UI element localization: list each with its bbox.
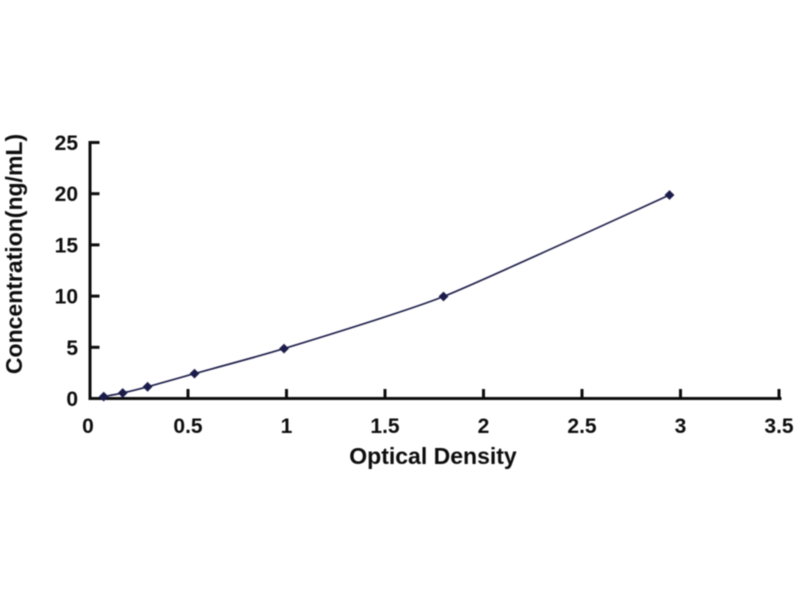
svg-text:Optical Density: Optical Density xyxy=(349,443,517,469)
svg-text:2: 2 xyxy=(478,415,490,438)
svg-text:1.5: 1.5 xyxy=(370,415,400,438)
svg-text:0: 0 xyxy=(66,388,78,411)
svg-text:3.5: 3.5 xyxy=(764,415,794,438)
svg-text:5: 5 xyxy=(66,337,78,360)
svg-text:0: 0 xyxy=(82,415,94,438)
svg-text:2.5: 2.5 xyxy=(567,415,597,438)
svg-text:10: 10 xyxy=(55,286,78,309)
svg-text:Concentration(ng/mL): Concentration(ng/mL) xyxy=(1,134,27,374)
svg-text:3: 3 xyxy=(675,415,687,438)
svg-text:0.5: 0.5 xyxy=(173,415,203,438)
svg-text:25: 25 xyxy=(55,132,79,155)
svg-text:20: 20 xyxy=(55,183,78,206)
svg-text:15: 15 xyxy=(55,234,79,257)
svg-text:1: 1 xyxy=(281,415,293,438)
